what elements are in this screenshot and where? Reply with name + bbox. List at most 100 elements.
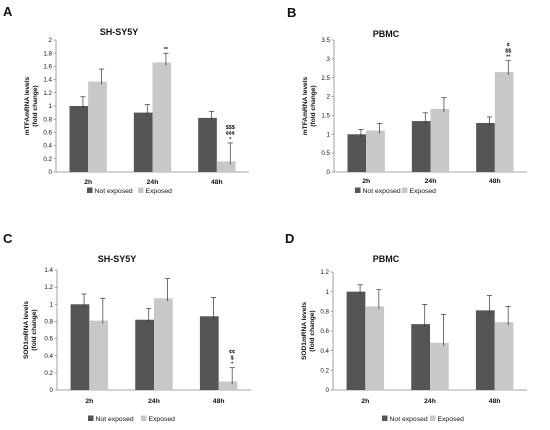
y-tick-label: 1.2: [44, 284, 53, 291]
y-tick-label: 0.4: [44, 353, 53, 360]
panel-letter: D: [285, 231, 294, 246]
significance-annotation: $$: [505, 49, 511, 55]
bar-exposed-48h: [218, 381, 238, 390]
bar-exposed-48h: [216, 161, 236, 172]
bar-not-exposed-48h: [198, 117, 217, 172]
y-tick-label: 0.2: [320, 367, 329, 374]
bar-exposed-24h: [430, 109, 450, 172]
legend-swatch-exposed: [138, 187, 144, 193]
x-category-label: 48h: [213, 398, 225, 405]
y-tick-label: 0: [50, 387, 54, 394]
significance-annotation: ¢¢: [229, 350, 235, 356]
y-tick-label: 0.6: [320, 328, 329, 335]
y-tick-label: 1.2: [43, 90, 52, 97]
y-tick-label: 1: [327, 131, 331, 138]
y-tick-label: 1.6: [43, 64, 52, 71]
y-axis-label: mTFAmRNA levels (fold change): [302, 76, 317, 135]
bar-exposed-2h: [366, 130, 385, 172]
chart-title: PBMC: [373, 254, 400, 264]
bar-exposed-48h: [494, 72, 514, 172]
y-axis-label-line: (fold change): [309, 310, 316, 351]
y-tick-label: 0.8: [44, 319, 53, 326]
significance-annotation: *: [231, 362, 234, 368]
bar-not-exposed-2h: [346, 291, 366, 390]
legend-label: Exposed: [149, 416, 176, 423]
x-category-label: 24h: [147, 179, 159, 186]
significance-annotation: $$$: [226, 125, 235, 131]
y-tick-label: 0: [326, 387, 330, 394]
significance-annotation: ¢¢¢: [226, 131, 235, 137]
y-tick-label: 2: [327, 94, 331, 101]
y-tick-label: 1.4: [44, 267, 53, 274]
chart-panel-c: C SH-SY5Y SOD1mRNA levels (fold change) 0 0.2…: [3, 231, 251, 423]
chart-panel-d: D PBMC SOD1mRNA levels (fold change) 0 0.2 0.4…: [285, 231, 527, 423]
y-tick-label: 0: [49, 169, 53, 176]
y-tick-label: 3.5: [321, 37, 330, 44]
bar-not-exposed-2h: [347, 134, 367, 172]
x-category-label: 2h: [361, 398, 369, 405]
y-tick-label: 1: [50, 301, 54, 308]
panel-letter: B: [287, 5, 296, 20]
panel-letter: A: [3, 4, 13, 19]
legend-label: Exposed: [410, 188, 437, 195]
y-axis-label-line: SOD1mRNA levels: [301, 302, 308, 360]
y-tick-label: 1.8: [43, 50, 52, 57]
x-category-label: 48h: [489, 398, 501, 405]
y-axis-label-line: SOD1mRNA levels: [23, 301, 30, 359]
y-axis-label: SOD1mRNA levels (fold change): [301, 302, 316, 360]
x-category-label: 24h: [425, 178, 437, 185]
y-tick-label: 2.5: [321, 75, 330, 82]
legend-swatch-exposed: [141, 415, 147, 421]
chart-panel-a: A SH-SY5Y mTFAmRNA levels (fold change) 0 0.2…: [3, 4, 249, 195]
significance-annotation: ¢: [507, 43, 510, 49]
bar-not-exposed-48h: [199, 316, 219, 390]
y-tick-label: 1: [326, 289, 330, 296]
bar-not-exposed-24h: [133, 112, 153, 172]
y-axis-label: mTFAmRNA levels (fold change): [24, 76, 39, 135]
bar-exposed-48h: [494, 322, 514, 390]
y-axis-label-line: (fold change): [310, 85, 317, 126]
y-tick-label: 1: [49, 103, 53, 110]
legend-swatch-exposed: [430, 415, 436, 421]
bar-not-exposed-48h: [475, 310, 495, 390]
y-tick-label: 1.4: [43, 77, 52, 84]
y-tick-label: 1.2: [320, 269, 329, 276]
x-category-label: 24h: [424, 398, 436, 405]
bar-not-exposed-24h: [411, 121, 431, 172]
x-category-label: 2h: [84, 179, 92, 186]
y-axis-label-line: mTFAmRNA levels: [302, 76, 309, 135]
y-axis-label-line: mTFAmRNA levels: [24, 76, 31, 135]
y-tick-label: 0.5: [321, 150, 330, 157]
y-axis-label: SOD1mRNA levels (fold change): [23, 301, 38, 359]
y-tick-label: 0.6: [44, 336, 53, 343]
bar-not-exposed-48h: [476, 122, 495, 172]
legend-swatch-exposed: [402, 187, 408, 193]
legend-label: Not exposed: [390, 416, 428, 423]
y-tick-label: 3: [327, 56, 331, 63]
legend-label: Not exposed: [96, 416, 134, 423]
bar-exposed-2h: [89, 320, 109, 390]
bar-exposed-2h: [88, 81, 107, 172]
bar-not-exposed-2h: [70, 304, 90, 390]
legend-swatch-not-exposed: [382, 415, 388, 421]
significance-annotation: **: [506, 55, 511, 61]
legend-label: Exposed: [438, 416, 465, 423]
y-tick-label: 1.5: [321, 113, 330, 120]
bar-not-exposed-24h: [135, 319, 154, 390]
chart-title: PBMC: [373, 29, 400, 39]
y-axis-label-line: (fold change): [31, 309, 38, 350]
legend-swatch-not-exposed: [88, 415, 94, 421]
y-tick-label: 0.4: [320, 348, 329, 355]
y-tick-label: 0.8: [43, 116, 52, 123]
chart-title: SH-SY5Y: [98, 254, 137, 264]
bar-not-exposed-24h: [411, 324, 430, 390]
bar-exposed-2h: [365, 306, 385, 390]
chart-title: SH-SY5Y: [100, 27, 139, 37]
legend-label: Exposed: [146, 188, 173, 195]
significance-annotation: **: [164, 47, 169, 53]
significance-annotation: $: [231, 356, 234, 362]
y-tick-label: 0.8: [320, 308, 329, 315]
bar-exposed-24h: [152, 62, 172, 172]
x-category-label: 2h: [85, 398, 93, 405]
